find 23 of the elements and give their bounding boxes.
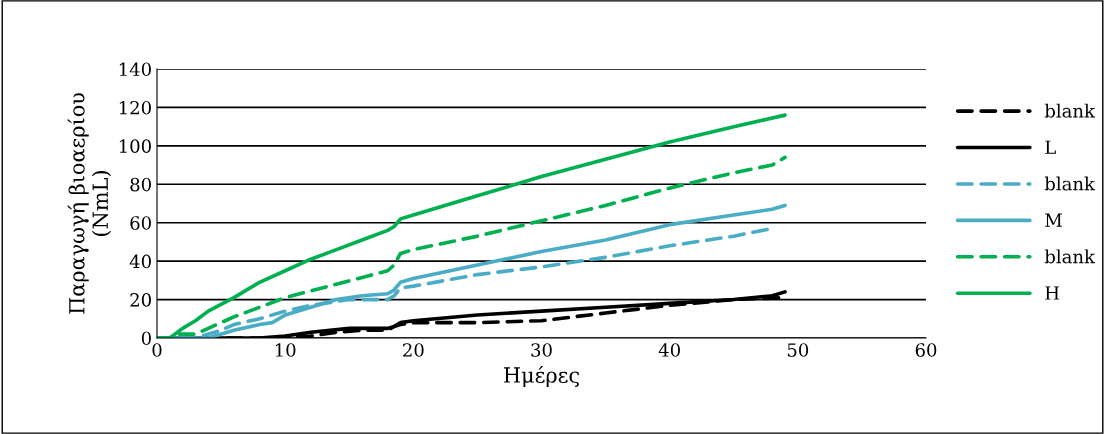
legend-label: blank (1044, 176, 1096, 191)
legend-label: blank (1044, 103, 1096, 118)
y-tick-label: 100 (119, 139, 151, 153)
legend-label: M (1045, 213, 1062, 227)
x-tick-label: 30 (531, 343, 552, 357)
y-tick-label: 60 (130, 216, 151, 230)
x-axis-title: Ημέρες (504, 365, 579, 387)
x-tick-label: 0 (152, 343, 162, 357)
y-tick-label: 20 (130, 293, 151, 307)
x-tick-label: 40 (658, 343, 680, 357)
legend-label: L (1045, 140, 1056, 154)
y-tick-label: 0 (141, 331, 151, 346)
x-tick-label: 60 (915, 343, 937, 357)
y-tick-label: 120 (119, 100, 151, 115)
legend-label: H (1045, 286, 1060, 300)
y-tick-label: 40 (129, 254, 151, 269)
y-axis-title: Παραγωγή βιοαερίου (NmL) (67, 93, 112, 314)
x-tick-label: 50 (787, 343, 809, 357)
y-tick-label: 80 (130, 177, 151, 192)
y-tick-label: 140 (119, 62, 151, 77)
x-tick-label: 10 (275, 343, 296, 357)
legend-label: blank (1044, 249, 1096, 264)
x-tick-label: 20 (403, 343, 424, 357)
